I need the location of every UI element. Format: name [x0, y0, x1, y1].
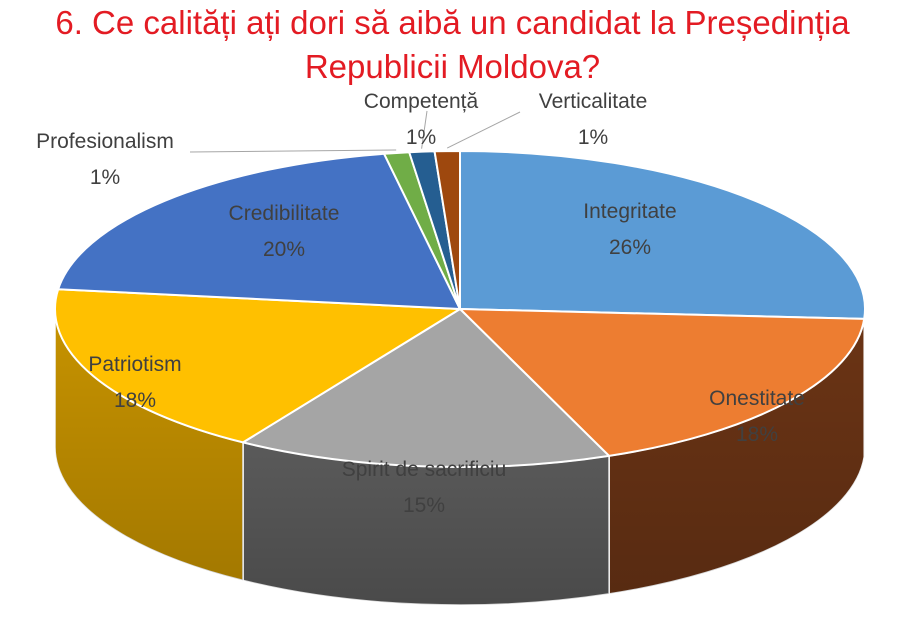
- slice-label-competenta: Competență: [364, 90, 479, 113]
- leader-line-profesionalism: [189, 149, 397, 153]
- leader-line-verticalitate: [446, 111, 521, 149]
- pie-slice-credibilitate: [57, 152, 461, 310]
- pie-slices: [54, 150, 866, 468]
- pie-side-shade-onestitate: [609, 318, 865, 594]
- pie-side-shade-patriotism: [55, 309, 243, 581]
- leader-line-competenta: [421, 110, 428, 149]
- slice-value-profesionalism: 1%: [90, 166, 120, 189]
- slice-value-competenta: 1%: [406, 126, 436, 149]
- slice-label-onestitate: Onestitate: [709, 387, 805, 410]
- pie-side-shade-spirit-de-sacrificiu: [242, 442, 610, 605]
- slice-value-verticalitate: 1%: [578, 126, 608, 149]
- pie-slice-patriotism: [54, 288, 461, 444]
- leader-lines: [189, 110, 521, 153]
- pie-slice-onestitate: [459, 308, 866, 457]
- pie-slice-spirit-de-sacrificiu: [241, 308, 611, 468]
- chart-title-line-2: Republicii Moldova?: [304, 48, 601, 85]
- slice-value-onestitate: 18%: [736, 423, 778, 446]
- slice-label-profesionalism: Profesionalism: [36, 130, 174, 153]
- slice-label-integritate: Integritate: [583, 200, 676, 223]
- pie-slice-verticalitate: [433, 150, 461, 310]
- slice-label-patriotism: Patriotism: [88, 353, 181, 376]
- slice-value-credibilitate: 20%: [263, 238, 305, 261]
- slice-label-spirit-de-sacrificiu: Spirit de sacrificiu: [342, 458, 507, 481]
- chart-title-line-1: 6. Ce calități ați dori să aibă un candi…: [55, 4, 850, 41]
- pie-slice-integritate: [459, 150, 866, 320]
- slice-label-verticalitate: Verticalitate: [539, 90, 648, 113]
- slice-value-integritate: 26%: [609, 236, 651, 259]
- chart-title: 6. Ce calități ați dori să aibă un candi…: [0, 0, 905, 89]
- slice-value-spirit-de-sacrificiu: 15%: [403, 494, 445, 517]
- slice-value-patriotism: 18%: [114, 389, 156, 412]
- slice-labels: Integritate 26% Onestitate 18% Spirit de sac…: [36, 90, 805, 517]
- pie-sides: [54, 308, 866, 606]
- slice-label-credibilitate: Credibilitate: [229, 202, 340, 225]
